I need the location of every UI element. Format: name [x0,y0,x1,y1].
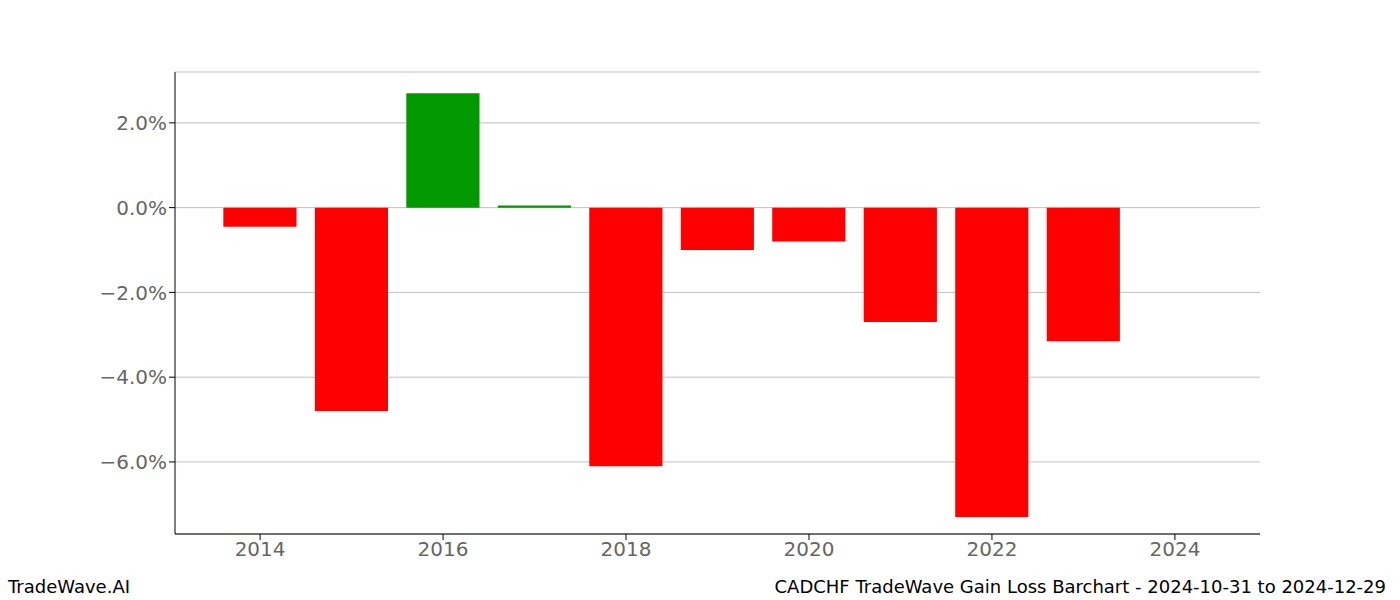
svg-text:2018: 2018 [601,537,652,561]
svg-text:2.0%: 2.0% [116,111,167,135]
svg-text:2016: 2016 [418,537,469,561]
svg-text:−2.0%: −2.0% [99,281,167,305]
svg-text:2020: 2020 [784,537,835,561]
svg-text:0.0%: 0.0% [116,196,167,220]
svg-text:2022: 2022 [966,537,1017,561]
svg-text:2014: 2014 [235,537,286,561]
svg-text:−6.0%: −6.0% [99,450,167,474]
svg-text:2024: 2024 [1149,537,1200,561]
html-text:CADCHF TradeWave Gain Loss Bar: CADCHF TradeWave Gain Loss Barchart - 20… [774,576,1386,597]
html-text:TradeWave.AI: TradeWave.AI [8,576,130,597]
svg-text:−4.0%: −4.0% [99,365,167,389]
